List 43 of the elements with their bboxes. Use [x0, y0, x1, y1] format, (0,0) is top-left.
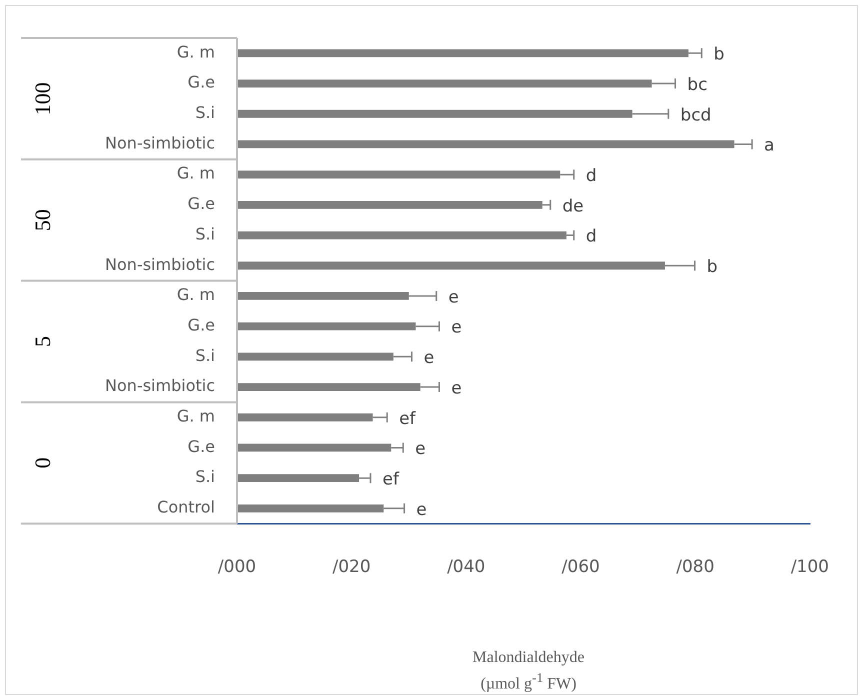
- data-label: e: [415, 439, 426, 460]
- data-label: a: [764, 136, 774, 156]
- y-tick-label: G. m: [176, 164, 215, 183]
- y-tick-label: Control: [157, 498, 215, 517]
- y-tick-label: G. m: [176, 285, 215, 304]
- text: 5: [30, 336, 55, 347]
- data-label: b: [714, 44, 724, 65]
- y-tick-label: G.e: [188, 436, 215, 456]
- data-label: e: [451, 318, 462, 338]
- y-tick-label: G.e: [188, 315, 215, 334]
- data-label: e: [448, 287, 459, 308]
- y-tick-label: S.i: [195, 467, 215, 486]
- x-tick-label: /060: [562, 557, 600, 578]
- data-label: d: [586, 166, 597, 186]
- data-label: bcd: [680, 105, 712, 126]
- data-label: ef: [399, 408, 417, 429]
- y-tick-label: G. m: [176, 406, 215, 426]
- data-label: ef: [382, 469, 400, 490]
- data-label: bc: [687, 74, 708, 95]
- x-tick-label: /040: [447, 557, 486, 578]
- text: 100: [30, 82, 55, 116]
- y-tick-label: S.i: [195, 224, 215, 244]
- text: 0: [30, 457, 55, 468]
- y-tick-label: S.i: [195, 346, 215, 365]
- text: 50: [30, 209, 55, 232]
- data-label: e: [416, 500, 427, 520]
- y-tick-label: G.e: [188, 194, 215, 214]
- y-tick-label: Non-simbiotic: [105, 254, 215, 274]
- data-label: d: [586, 226, 597, 247]
- y-tick-label: Non-simbiotic: [105, 133, 215, 152]
- data-label: de: [562, 196, 584, 216]
- data-label: b: [706, 257, 718, 278]
- y-tick-label: Non-simbiotic: [105, 376, 215, 396]
- y-tick-label: S.i: [195, 103, 215, 122]
- y-tick-label: G.e: [188, 72, 215, 92]
- y-tick-label: G. m: [176, 42, 215, 62]
- data-label: e: [451, 378, 462, 398]
- x-tick-label: /020: [332, 557, 371, 578]
- data-label: e: [424, 348, 434, 368]
- x-axis-title: Malondialdehyde (µmol g$^{-1}$ FW): [472, 648, 586, 694]
- x-tick-label: /080: [676, 557, 714, 578]
- x-tick-label: /100: [790, 557, 830, 578]
- x-tick-label: /000: [218, 557, 256, 578]
